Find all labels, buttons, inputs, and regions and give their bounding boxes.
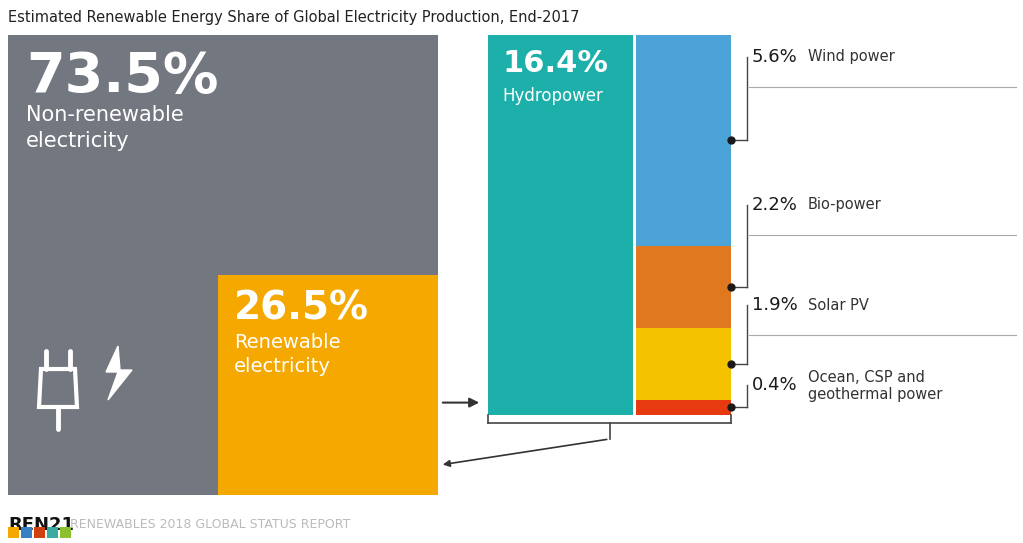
Bar [8,35,438,495]
Text: Non-renewable
electricity: Non-renewable electricity [26,105,184,150]
Bar [47,527,58,538]
Bar [636,329,731,400]
Text: Solar PV: Solar PV [808,298,869,313]
Text: 2.2%: 2.2% [752,196,798,214]
Polygon shape [39,369,77,407]
Bar [8,527,19,538]
Bar [636,35,731,245]
Bar [34,527,45,538]
Text: Wind power: Wind power [808,49,895,65]
Text: 1.9%: 1.9% [752,296,798,314]
Text: Estimated Renewable Energy Share of Global Electricity Production, End-2017: Estimated Renewable Energy Share of Glob… [8,10,579,25]
Bar [636,245,731,329]
Bar [60,527,71,538]
Polygon shape [106,346,132,400]
Text: Bio-power: Bio-power [808,198,882,212]
Bar [488,35,633,415]
Text: geothermal power: geothermal power [808,388,942,402]
Text: REN21: REN21 [8,516,74,534]
Text: Renewable
electricity: Renewable electricity [234,333,341,376]
Text: Hydropower: Hydropower [502,87,603,105]
Bar [218,275,438,495]
Text: 73.5%: 73.5% [26,50,219,104]
Text: Ocean, CSP and: Ocean, CSP and [808,369,925,384]
Text: 0.4%: 0.4% [752,376,798,394]
Text: 5.6%: 5.6% [752,48,798,66]
Bar [21,527,32,538]
Text: 16.4%: 16.4% [502,49,608,78]
Text: 26.5%: 26.5% [234,289,369,327]
Text: RENEWABLES 2018 GLOBAL STATUS REPORT: RENEWABLES 2018 GLOBAL STATUS REPORT [70,519,350,532]
Bar [636,400,731,415]
Polygon shape [39,369,77,407]
